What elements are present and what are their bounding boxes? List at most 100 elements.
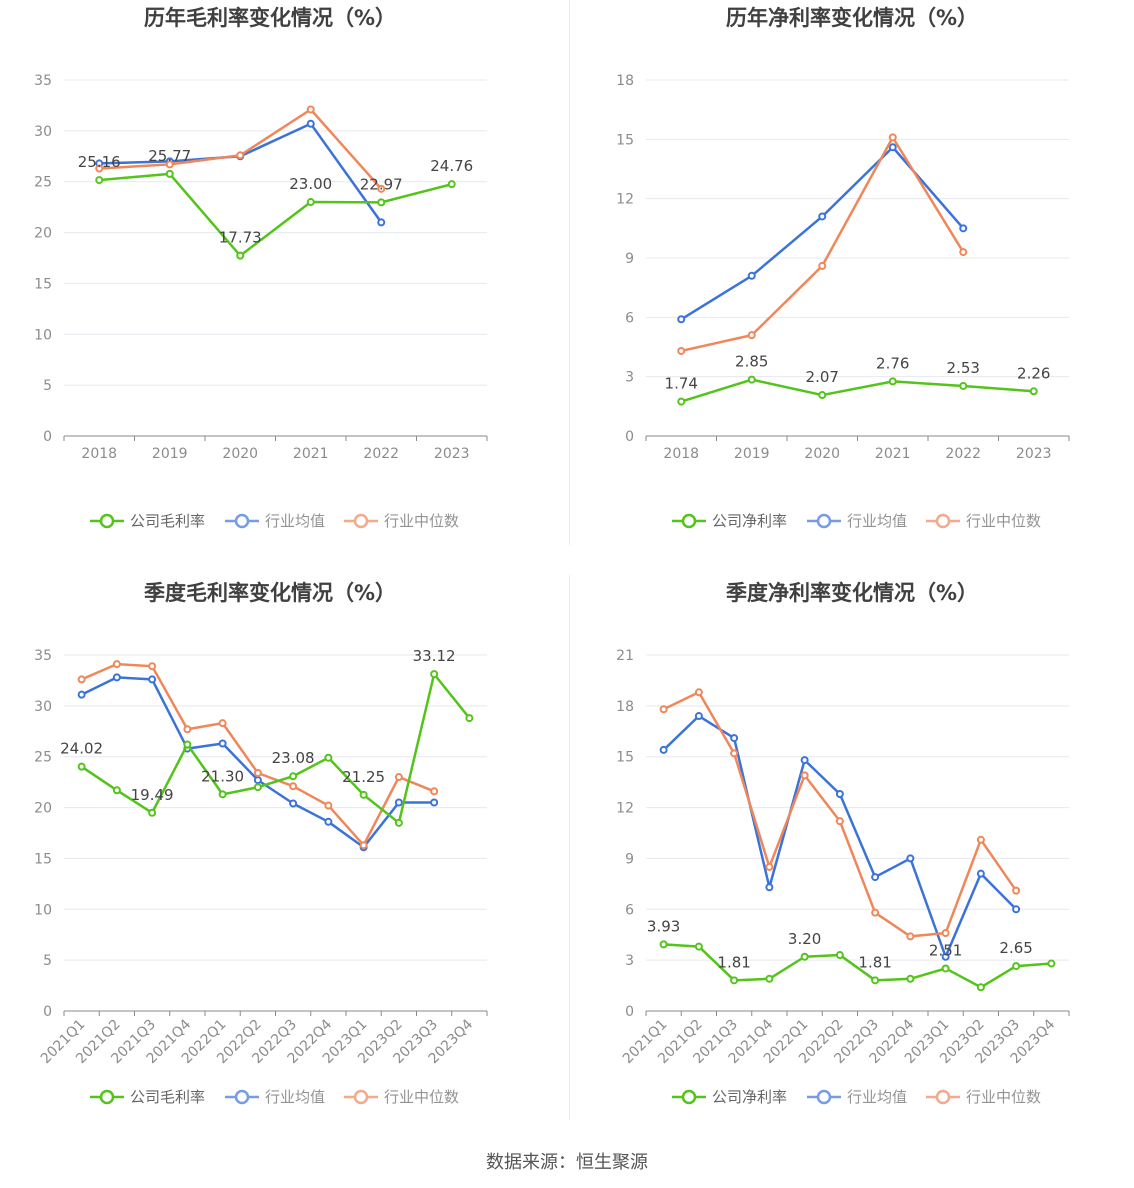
y-tick-label: 9 <box>625 251 634 267</box>
chart-title: 季度净利率变化情况（%） <box>726 581 978 605</box>
y-tick-label: 30 <box>34 699 52 715</box>
series-company <box>677 375 1038 406</box>
data-label: 2.07 <box>806 368 839 386</box>
data-point <box>659 940 668 949</box>
legend-label: 行业均值 <box>847 1088 907 1106</box>
data-label: 2.76 <box>876 354 909 372</box>
data-point <box>112 786 121 795</box>
legend-swatch-marker <box>816 1089 832 1105</box>
data-point <box>835 951 844 960</box>
data-point <box>871 908 880 917</box>
data-label: 25.16 <box>78 153 121 171</box>
y-tick-label: 25 <box>34 750 52 766</box>
y-tick-label: 10 <box>34 327 52 343</box>
vertical-divider-top <box>569 0 570 545</box>
data-label: 24.76 <box>430 157 473 175</box>
legend-item-median: 行业中位数 <box>926 1088 1041 1106</box>
data-point <box>659 705 668 714</box>
legend-item-avg: 行业均值 <box>807 1088 907 1106</box>
legend-label: 公司毛利率 <box>130 1088 205 1106</box>
legend-item-company: 公司净利率 <box>672 512 787 530</box>
y-tick-label: 3 <box>625 953 634 969</box>
data-label: 3.93 <box>647 917 680 935</box>
data-point <box>306 119 315 128</box>
chart-title: 历年净利率变化情况（%） <box>726 6 978 30</box>
data-point <box>835 790 844 799</box>
y-tick-label: 20 <box>34 226 52 242</box>
data-point <box>165 169 174 178</box>
data-point <box>1012 962 1021 971</box>
data-point <box>765 862 774 871</box>
series-line-median <box>680 136 965 353</box>
data-label: 21.30 <box>201 767 244 785</box>
data-point <box>747 331 756 340</box>
legend-label: 行业中位数 <box>966 512 1041 530</box>
y-tick-label: 25 <box>34 175 52 191</box>
legend-label: 公司净利率 <box>712 1088 787 1106</box>
data-point <box>377 218 386 227</box>
data-point <box>324 817 333 826</box>
data-label: 23.08 <box>272 749 315 767</box>
data-point <box>730 749 739 758</box>
data-point <box>906 932 915 941</box>
y-tick-label: 18 <box>616 699 634 715</box>
data-point <box>677 397 686 406</box>
series-line-median <box>81 662 435 847</box>
series-avg <box>77 673 439 852</box>
legend-label: 行业中位数 <box>966 1088 1041 1106</box>
series-line-avg <box>81 676 435 849</box>
data-point <box>306 105 315 114</box>
data-point <box>1029 387 1038 396</box>
data-point <box>976 983 985 992</box>
data-point <box>324 753 333 762</box>
data-point <box>253 776 262 785</box>
data-label: 1.81 <box>858 953 891 971</box>
data-point <box>818 261 827 270</box>
data-point <box>677 346 686 355</box>
legend-item-company: 公司毛利率 <box>90 512 205 530</box>
data-point <box>112 660 121 669</box>
data-label: 33.12 <box>413 647 456 665</box>
data-label: 2.26 <box>1017 364 1050 382</box>
series-avg <box>95 119 386 227</box>
data-label: 1.74 <box>665 375 698 393</box>
series-line-avg <box>662 714 1018 959</box>
series-line-company <box>80 672 471 825</box>
data-point <box>694 942 703 951</box>
legend-label: 公司净利率 <box>712 512 787 530</box>
data-point <box>747 271 756 280</box>
data-point <box>236 151 245 160</box>
series-avg <box>677 143 968 324</box>
x-tick-label: 2020 <box>222 446 258 462</box>
data-point <box>289 799 298 808</box>
y-tick-label: 9 <box>625 851 634 867</box>
legend-label: 行业均值 <box>265 512 325 530</box>
data-label: 3.20 <box>788 930 821 948</box>
x-tick-label: 2023 <box>1016 446 1052 462</box>
data-point <box>941 952 950 961</box>
data-point <box>359 841 368 850</box>
data-point <box>730 734 739 743</box>
chart-4: 季度净利率变化情况（%）0369121518212021Q12021Q22021… <box>616 581 1070 1106</box>
series-avg <box>659 712 1021 961</box>
y-tick-label: 6 <box>625 310 634 326</box>
series-line-company <box>680 378 1034 403</box>
data-point <box>747 375 756 384</box>
data-point <box>148 675 157 684</box>
data-point <box>906 854 915 863</box>
data-point <box>218 719 227 728</box>
legend-item-median: 行业中位数 <box>344 512 459 530</box>
series-company <box>95 169 456 260</box>
legend-item-median: 行业中位数 <box>344 1088 459 1106</box>
data-point <box>377 198 386 207</box>
legend-swatch-marker <box>99 513 115 529</box>
data-label: 2.85 <box>735 353 768 371</box>
legend-label: 行业均值 <box>265 1088 325 1106</box>
y-tick-label: 15 <box>34 851 52 867</box>
y-tick-label: 35 <box>34 648 52 664</box>
y-tick-label: 12 <box>616 192 634 208</box>
data-label: 25.77 <box>148 147 191 165</box>
data-point <box>253 768 262 777</box>
x-tick-label: 2023 <box>434 446 470 462</box>
data-point <box>148 662 157 671</box>
